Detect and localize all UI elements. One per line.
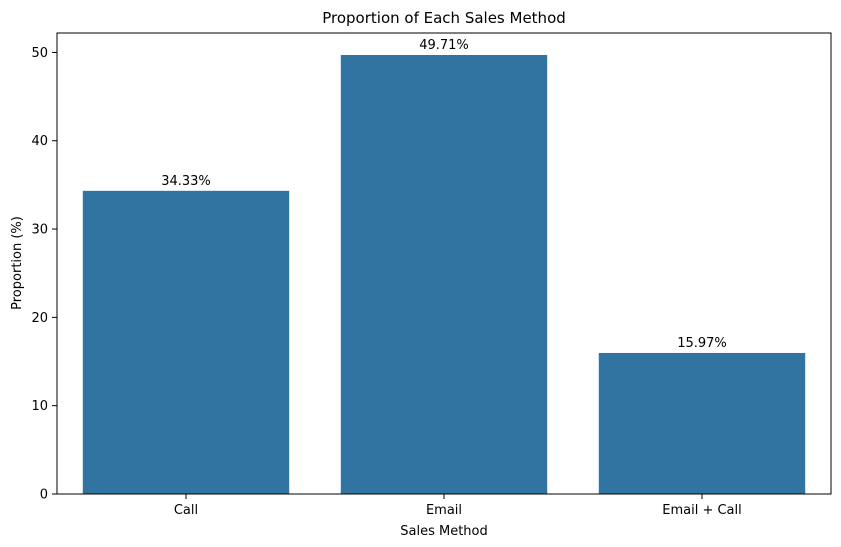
x-axis-title: Sales Method	[400, 524, 488, 539]
y-tick-label-4: 40	[31, 134, 48, 149]
y-tick-label-0: 0	[40, 488, 48, 503]
x-tick-label-2: Email + Call	[662, 503, 742, 518]
x-tick-label-1: Email	[426, 503, 462, 518]
bar-2	[598, 352, 806, 494]
y-tick-label-1: 10	[31, 399, 48, 414]
data-label-2: 15.97%	[677, 336, 727, 351]
x-tick-label-0: Call	[174, 503, 198, 518]
bar-1	[340, 54, 548, 494]
chart-title: Proportion of Each Sales Method	[322, 9, 566, 27]
y-tick-label-3: 30	[31, 223, 48, 238]
bar-0	[82, 190, 290, 494]
y-tick-label-5: 50	[31, 46, 48, 61]
plot-area: 34.33% 49.71% 15.97%	[56, 32, 832, 495]
data-label-0: 34.33%	[161, 174, 211, 189]
y-tick-label-2: 20	[31, 311, 48, 326]
x-axis: Call Email Email + Call	[174, 494, 742, 518]
data-label-1: 49.71%	[419, 38, 469, 53]
y-axis: 0 10 20 30 40 50	[31, 46, 57, 503]
y-axis-title: Proportion (%)	[10, 216, 25, 310]
